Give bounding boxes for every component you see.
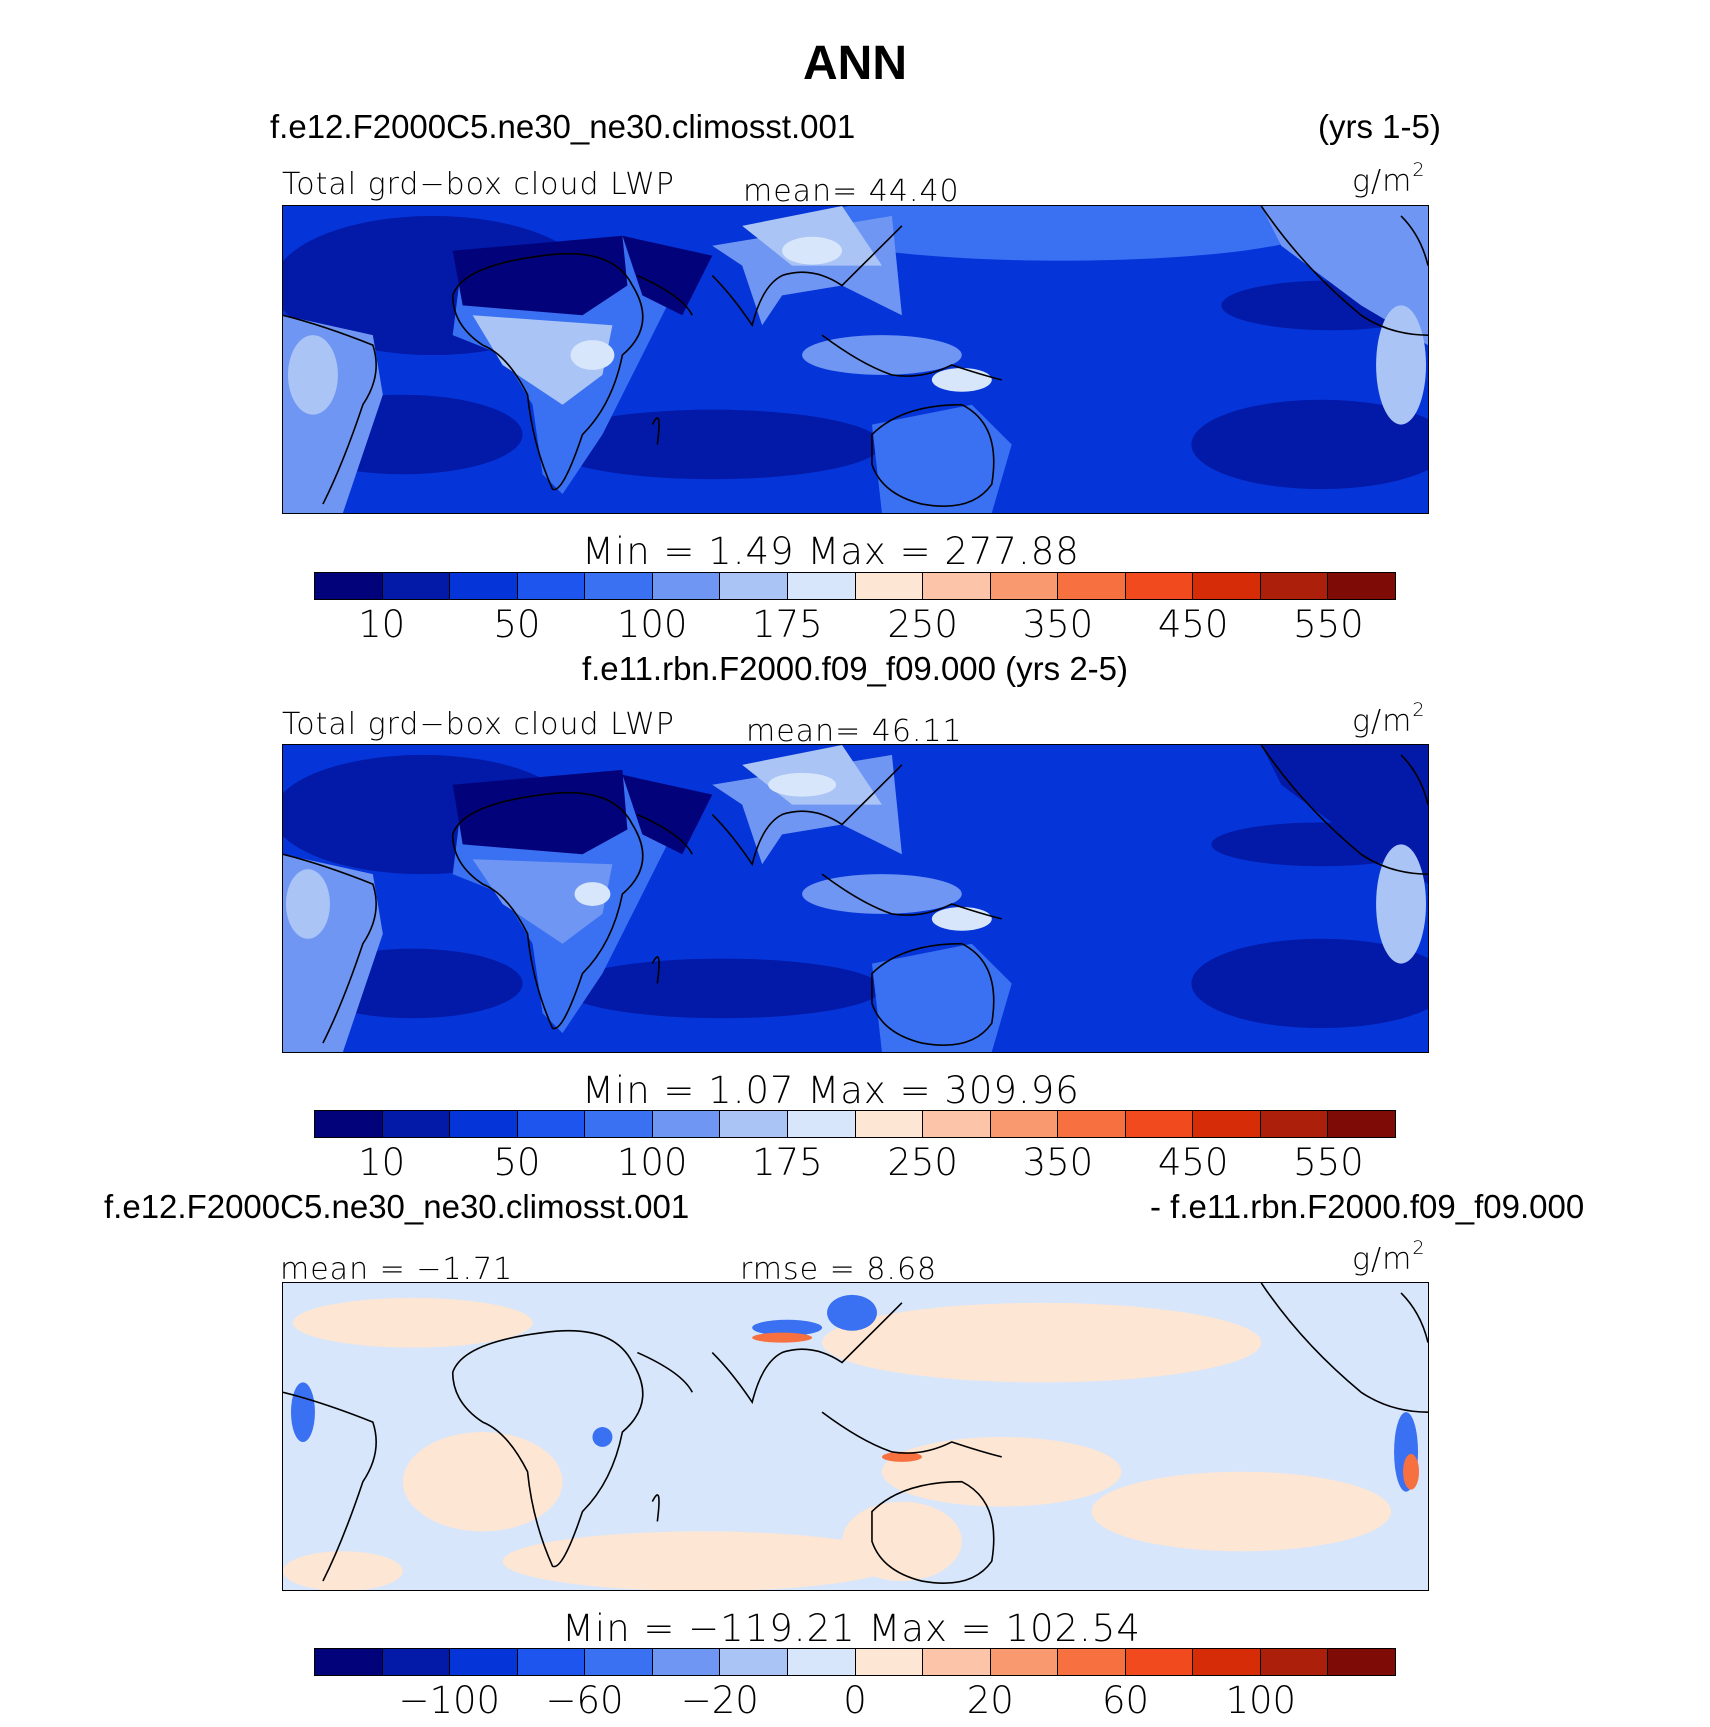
- colorbar-swatch: [787, 1649, 856, 1675]
- colorbar-tick-label: 350: [1022, 1141, 1094, 1184]
- colorbar-swatch: [450, 1649, 518, 1675]
- panel2-colorbar: [314, 1110, 1396, 1138]
- colorbar-swatch: [652, 1649, 721, 1675]
- colorbar-tick-label: 450: [1157, 1141, 1229, 1184]
- colorbar-tick-label: 100: [1225, 1679, 1297, 1722]
- colorbar-swatch: [720, 1649, 788, 1675]
- colorbar-tick-label: 20: [966, 1679, 1014, 1722]
- colorbar-tick-label: 350: [1022, 603, 1094, 646]
- colorbar-tick-label: 60: [1101, 1679, 1150, 1722]
- panel1-colorbar: [314, 572, 1396, 600]
- colorbar-swatch: [787, 573, 856, 599]
- panel3-case-diff: - f.e11.rbn.F2000.f09_f09.000: [1150, 1188, 1585, 1225]
- panel2-units: g/m2: [1352, 699, 1426, 739]
- panel3-map-graphic: [283, 1283, 1428, 1590]
- colorbar-swatch: [1193, 573, 1261, 599]
- panel3-map: [282, 1282, 1429, 1591]
- colorbar-swatch: [923, 1649, 991, 1675]
- colorbar-swatch: [315, 1649, 383, 1675]
- colorbar-swatch: [720, 573, 788, 599]
- panel3-units: g/m2: [1352, 1237, 1426, 1277]
- colorbar-tick-label: 450: [1157, 603, 1229, 646]
- colorbar-swatch: [855, 573, 924, 599]
- colorbar-tick-label: 175: [752, 603, 823, 646]
- colorbar-swatch: [1125, 573, 1194, 599]
- colorbar-swatch: [1125, 1111, 1194, 1137]
- colorbar-swatch: [990, 573, 1059, 599]
- colorbar-swatch: [1328, 573, 1395, 599]
- colorbar-swatch: [517, 573, 586, 599]
- colorbar-swatch: [1058, 1649, 1126, 1675]
- colorbar-swatch: [652, 1111, 721, 1137]
- colorbar-swatch: [855, 1649, 924, 1675]
- colorbar-tick-label: 10: [358, 603, 406, 646]
- colorbar-tick-label: 0: [843, 1679, 867, 1722]
- colorbar-swatch: [1260, 1111, 1329, 1137]
- colorbar-tick-label: 550: [1293, 603, 1364, 646]
- colorbar-swatch: [1260, 573, 1329, 599]
- panel1-years: (yrs 1-5): [1318, 108, 1441, 145]
- colorbar-tick-label: 10: [358, 1141, 406, 1184]
- colorbar-swatch: [1193, 1649, 1261, 1675]
- colorbar-tick-label: −60: [545, 1679, 624, 1722]
- colorbar-swatch: [923, 1111, 991, 1137]
- colorbar-tick-label: 100: [616, 603, 688, 646]
- colorbar-swatch: [1058, 573, 1126, 599]
- colorbar-swatch: [652, 573, 721, 599]
- colorbar-swatch: [1058, 1111, 1126, 1137]
- colorbar-tick-label: 250: [887, 603, 958, 646]
- panel1-units: g/m2: [1352, 159, 1426, 199]
- colorbar-swatch: [315, 573, 383, 599]
- panel1-case-name: f.e12.F2000C5.ne30_ne30.climosst.001: [270, 108, 856, 145]
- colorbar-tick-label: −20: [680, 1679, 759, 1722]
- panel3-rmse: rmse = 8.68: [740, 1252, 938, 1287]
- panel2-variable-label: Total grd−box cloud LWP: [282, 707, 675, 742]
- panel2-mean: mean= 46.11: [746, 714, 963, 749]
- colorbar-tick-label: 175: [752, 1141, 823, 1184]
- colorbar-swatch: [720, 1111, 788, 1137]
- panel1-map: [282, 205, 1429, 514]
- panel3-minmax: Min = −119.21 Max = 102.54: [562, 1607, 1141, 1650]
- panel2-minmax: Min = 1.07 Max = 309.96: [582, 1069, 1080, 1112]
- colorbar-swatch: [990, 1649, 1059, 1675]
- colorbar-swatch: [517, 1111, 586, 1137]
- panel1-variable-label: Total grd−box cloud LWP: [282, 167, 675, 202]
- figure-title: ANN: [803, 37, 907, 90]
- panel1-map-graphic: [283, 206, 1428, 513]
- colorbar-swatch: [1125, 1649, 1194, 1675]
- colorbar-swatch: [990, 1111, 1059, 1137]
- panel3-colorbar: [314, 1648, 1396, 1676]
- colorbar-swatch: [1328, 1649, 1395, 1675]
- colorbar-swatch: [585, 1111, 653, 1137]
- colorbar-swatch: [787, 1111, 856, 1137]
- colorbar-swatch: [517, 1649, 586, 1675]
- colorbar-swatch: [923, 573, 991, 599]
- colorbar-tick-label: 100: [616, 1141, 688, 1184]
- colorbar-swatch: [450, 573, 518, 599]
- colorbar-swatch: [1260, 1649, 1329, 1675]
- panel2-map: [282, 744, 1429, 1053]
- colorbar-swatch: [382, 573, 451, 599]
- colorbar-swatch: [1328, 1111, 1395, 1137]
- panel3-mean: mean = −1.71: [280, 1252, 514, 1287]
- panel1-mean: mean= 44.40: [743, 174, 960, 209]
- colorbar-swatch: [585, 1649, 653, 1675]
- panel3-case-name: f.e12.F2000C5.ne30_ne30.climosst.001: [104, 1188, 690, 1225]
- colorbar-tick-label: 550: [1293, 1141, 1364, 1184]
- colorbar-swatch: [382, 1111, 451, 1137]
- panel2-case-name: f.e11.rbn.F2000.f09_f09.000 (yrs 2-5): [581, 650, 1129, 687]
- colorbar-tick-label: −100: [398, 1679, 501, 1722]
- colorbar-swatch: [450, 1111, 518, 1137]
- panel2-map-graphic: [283, 745, 1428, 1052]
- colorbar-tick-label: 50: [493, 1141, 541, 1184]
- colorbar-tick-label: 50: [493, 603, 541, 646]
- panel1-minmax: Min = 1.49 Max = 277.88: [582, 530, 1080, 573]
- colorbar-swatch: [382, 1649, 451, 1675]
- colorbar-swatch: [315, 1111, 383, 1137]
- colorbar-tick-label: 250: [887, 1141, 958, 1184]
- colorbar-swatch: [585, 573, 653, 599]
- colorbar-swatch: [855, 1111, 924, 1137]
- colorbar-swatch: [1193, 1111, 1261, 1137]
